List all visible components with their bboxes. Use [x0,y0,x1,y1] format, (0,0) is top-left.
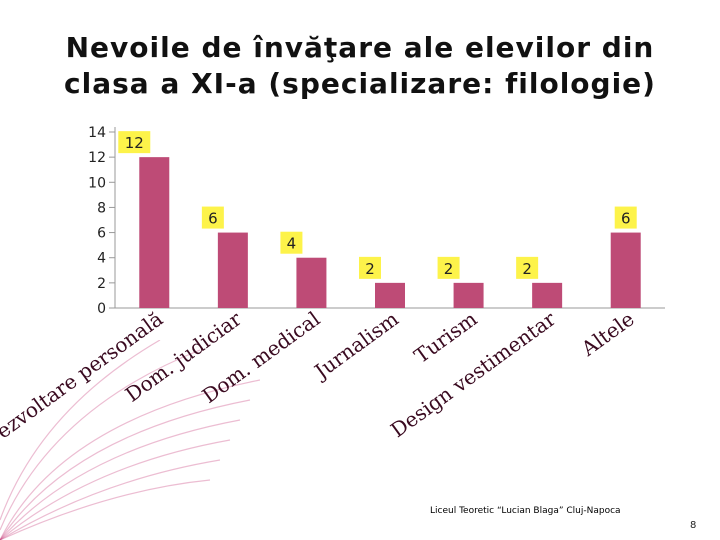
y-tick-label: 0 [97,301,106,317]
y-tick-label: 2 [97,276,106,292]
y-tick-label: 14 [88,125,106,141]
bar [217,232,248,308]
data-label: 4 [287,235,297,253]
data-label-bg [516,256,539,279]
title-line-2: clasa a XI-a (specializare: filologie) [64,67,656,100]
y-tick-label: 12 [88,150,106,166]
footer-text: Liceul Teoretic “Lucian Blaga” Cluj-Napo… [430,506,621,516]
title-line-1: Nevoile de învăţare ale elevilor din [65,31,655,64]
bar [532,282,563,308]
data-label: 2 [444,260,454,278]
data-label-bg [201,206,224,229]
y-tick-label: 10 [88,175,106,191]
bar [453,282,484,308]
chart-title: Nevoile de învăţare ale elevilor din cla… [0,30,720,102]
page-number: 8 [690,520,697,531]
data-label-bg [118,131,151,154]
data-label-bg [614,206,637,229]
data-label: 12 [125,134,144,152]
y-tick-label: 6 [97,226,106,242]
data-label-bg [437,256,460,279]
data-label: 2 [522,260,532,278]
corner-decoration [0,340,260,540]
bar [610,232,641,308]
y-tick-label: 8 [97,200,106,216]
data-label: 6 [621,210,631,228]
bar [296,257,327,308]
y-tick-label: 4 [97,251,106,267]
data-label-bg [359,256,381,279]
category-label: Altele [576,307,639,362]
data-label: 6 [208,210,218,228]
data-label-bg [280,231,303,254]
category-label: Turism [410,307,482,368]
bar [375,282,405,308]
category-label: Jurnalism [308,307,402,385]
data-label: 2 [365,260,375,278]
bar [139,157,170,308]
